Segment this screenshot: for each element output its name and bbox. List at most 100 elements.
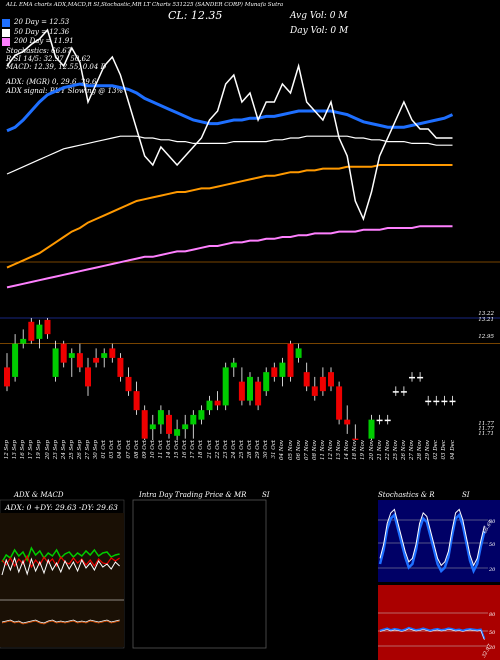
stoch-level-80: 80 bbox=[489, 519, 496, 525]
candle-body bbox=[125, 376, 132, 392]
stochastics-text: Stochastics: 66.67 bbox=[6, 47, 72, 55]
candle-body bbox=[141, 410, 148, 439]
adx-panel-bg bbox=[0, 513, 124, 647]
candle-body bbox=[28, 321, 35, 341]
ema200-label: 200 Day = 11.91 bbox=[14, 37, 74, 45]
day-vol: Day Vol: 0 M bbox=[290, 26, 349, 36]
rsi-level-50: 50 bbox=[489, 630, 496, 636]
candle-body bbox=[117, 357, 124, 377]
candle-body bbox=[60, 343, 67, 363]
candle-body bbox=[68, 353, 75, 358]
candle-body bbox=[392, 391, 399, 393]
candle-body bbox=[295, 348, 302, 358]
candle-body bbox=[93, 357, 100, 363]
price-label: 11.77 bbox=[478, 421, 494, 427]
price-label: 13.22 bbox=[478, 311, 494, 317]
price-label: 11.77 bbox=[478, 426, 494, 432]
candle-body bbox=[12, 343, 19, 377]
candle-body bbox=[214, 400, 221, 406]
candle-body bbox=[174, 429, 181, 436]
ema200-swatch bbox=[2, 38, 10, 46]
stoch-level-50: 50 bbox=[489, 542, 496, 548]
macd-signal-line bbox=[1, 620, 120, 625]
rsi-text: R SI 14/5: 32.97 / 50.62 bbox=[6, 55, 91, 63]
candle-body bbox=[157, 410, 164, 425]
adx-signal-text: ADX signal: BUY Slowing @ 13% bbox=[6, 87, 124, 95]
macd-line bbox=[1, 619, 120, 624]
header-title: ALL EMA charts ADX,MACD,R SI,Stochastic,… bbox=[6, 2, 284, 8]
candle-body bbox=[311, 386, 318, 396]
candle-body bbox=[352, 438, 359, 440]
candle-body bbox=[441, 400, 448, 403]
candle-body bbox=[149, 424, 156, 430]
ema20-swatch bbox=[2, 19, 10, 27]
intra-panel-title: Intra Day Trading Price & MR bbox=[139, 491, 247, 499]
adx-line bbox=[1, 556, 120, 576]
candle-body bbox=[85, 367, 91, 387]
candle-body bbox=[109, 348, 116, 358]
candle-body bbox=[344, 419, 351, 425]
candle-body bbox=[384, 419, 391, 422]
stoch-level-20: 20 bbox=[489, 567, 496, 573]
rsi-line bbox=[379, 626, 486, 640]
intra-panel-si: SI bbox=[262, 491, 270, 499]
stoch-k-line bbox=[378, 512, 486, 575]
rsi-white-line bbox=[379, 628, 485, 640]
candle-body bbox=[263, 372, 270, 392]
ema20-label: 20 Day = 12.53 bbox=[14, 18, 70, 26]
candle-body bbox=[44, 319, 51, 335]
rsi-panel bbox=[378, 585, 500, 660]
ema50-swatch bbox=[2, 29, 10, 37]
candle-body bbox=[166, 414, 172, 434]
candle-body bbox=[52, 348, 59, 377]
candle-body bbox=[76, 353, 83, 368]
macd-text: MACD: 12.39, 12.55, 0.04 D bbox=[6, 63, 107, 71]
candle-body bbox=[36, 324, 43, 339]
price-chart bbox=[0, 28, 500, 440]
candle-body bbox=[238, 381, 245, 401]
candle-body bbox=[190, 414, 197, 425]
ema-line-4 bbox=[6, 28, 453, 222]
candle-body bbox=[101, 353, 108, 358]
candle-body bbox=[336, 386, 343, 420]
candle-body bbox=[222, 367, 229, 406]
close-label: CL: 12.35 bbox=[168, 9, 223, 22]
candle-body bbox=[449, 400, 456, 403]
rsi-level-20: 20 bbox=[489, 645, 496, 651]
candle-body bbox=[206, 400, 213, 411]
ema-line-0 bbox=[6, 82, 454, 133]
candle-body bbox=[198, 410, 205, 420]
stoch-d-line bbox=[379, 508, 485, 567]
ema-line-2 bbox=[6, 225, 453, 289]
ema-line-1 bbox=[6, 135, 453, 175]
candle-body bbox=[328, 372, 334, 387]
avg-vol: Avg Vol: 0 M bbox=[290, 11, 348, 21]
candle-body bbox=[319, 376, 326, 392]
candle-body bbox=[4, 367, 10, 387]
candle-body bbox=[425, 400, 432, 403]
candle-body bbox=[303, 372, 310, 387]
intra-panel bbox=[132, 499, 267, 649]
candle-body bbox=[376, 419, 383, 422]
candle-body bbox=[230, 362, 237, 368]
ema50-label: 50 Day = 12.36 bbox=[14, 28, 70, 36]
price-label: 12.95 bbox=[478, 334, 494, 340]
candle-body bbox=[255, 381, 262, 406]
adx-panel-title: ADX & MACD bbox=[14, 491, 64, 499]
candle-body bbox=[368, 419, 375, 439]
candle-body bbox=[433, 400, 440, 403]
candle-body bbox=[409, 376, 415, 379]
adx-text: ADX: (MGR) 0, 29.6, 29.6 bbox=[6, 78, 97, 86]
candle-body bbox=[271, 367, 278, 377]
price-label: 13.21 bbox=[478, 317, 494, 323]
candle-body bbox=[287, 343, 294, 377]
rsi-level-80: 80 bbox=[489, 612, 496, 618]
candle-body bbox=[417, 376, 424, 379]
candle-body bbox=[133, 391, 140, 411]
stoch-panel-si: SI bbox=[462, 491, 470, 499]
candle-body bbox=[182, 424, 189, 430]
price-label: 11.71 bbox=[478, 431, 494, 437]
adx-values: ADX: 0 +DY: 29.63 -DY: 29.63 bbox=[5, 503, 118, 512]
candle-body bbox=[247, 376, 253, 401]
